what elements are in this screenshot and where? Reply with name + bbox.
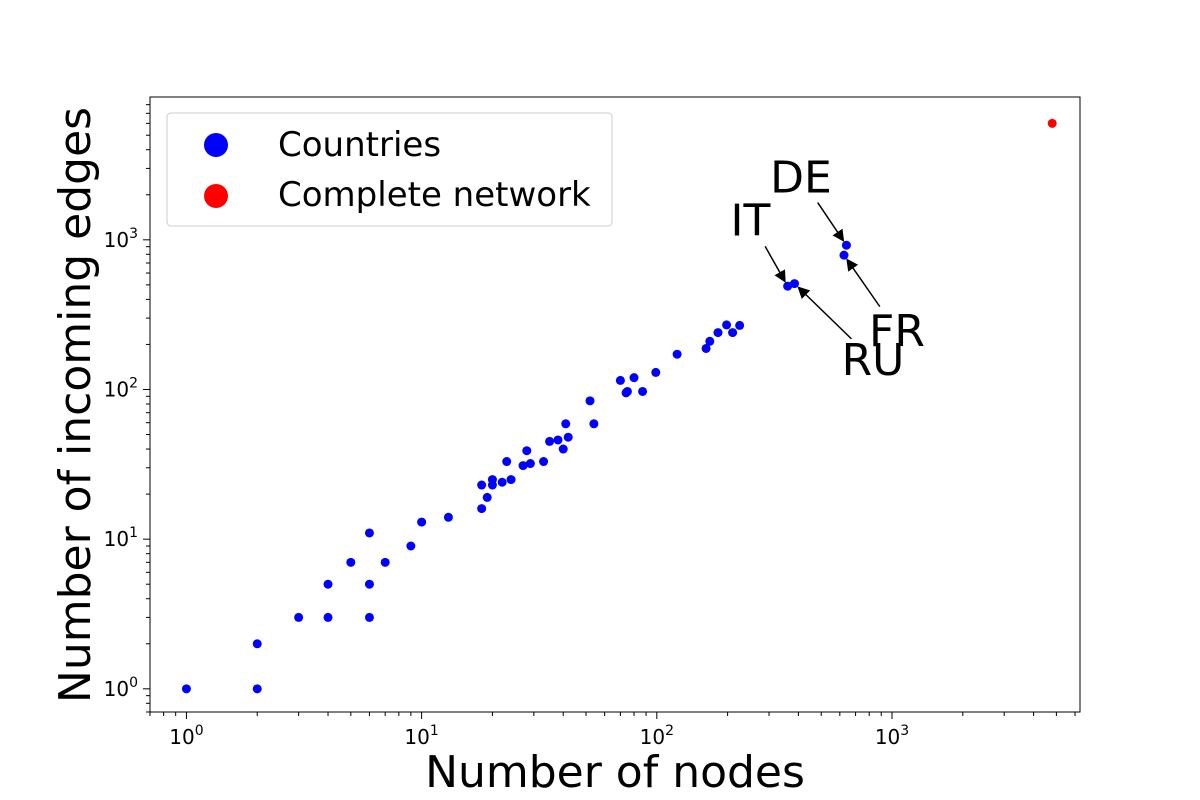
data-point-countries (477, 480, 487, 490)
data-point-countries (622, 386, 632, 396)
annotation-arrow-fr (846, 258, 881, 308)
legend: Countries Complete network (166, 112, 613, 227)
data-point-countries (294, 612, 304, 622)
x-tick-label: 103 (875, 723, 909, 749)
annotation-arrow-ru (797, 286, 852, 340)
data-point-countries (252, 639, 262, 649)
data-point-countries (841, 240, 851, 250)
annotation-arrow-it (764, 246, 786, 283)
y-tick-label: 102 (104, 375, 138, 401)
data-point-countries (364, 579, 374, 589)
y-axis-title: Number of incoming edges (50, 107, 101, 703)
data-point-countries (545, 436, 555, 446)
data-point-countries (323, 579, 333, 589)
y-tick-label: 101 (104, 525, 138, 551)
data-point-complete-network (1047, 118, 1057, 128)
y-tick-label: 100 (104, 675, 138, 701)
axis-ticks: 100 101 102 103 100 101 102 103 (104, 104, 1076, 749)
data-point-countries (790, 279, 800, 289)
y-tick-label: 103 (104, 226, 138, 252)
data-point-countries (672, 349, 682, 359)
data-point-countries (522, 446, 532, 456)
data-point-countries (443, 512, 453, 522)
data-point-countries (252, 684, 262, 694)
data-points (181, 118, 1057, 694)
x-axis-title: Number of nodes (425, 747, 805, 798)
x-tick-label: 102 (640, 723, 674, 749)
annotation-arrow-de (817, 202, 845, 242)
legend-marker-complete-network (204, 184, 228, 208)
data-point-countries (417, 517, 427, 527)
data-point-countries (487, 475, 497, 485)
data-point-countries (323, 612, 333, 622)
annotation-label-fr: FR (869, 306, 925, 357)
annotation-label-ru: RU (842, 335, 905, 386)
legend-box (166, 112, 613, 227)
data-point-countries (380, 557, 390, 567)
plot-area-frame (149, 96, 1081, 713)
annotation-label-de: DE (770, 153, 832, 204)
data-point-countries (558, 444, 568, 454)
data-point-countries (783, 281, 793, 291)
data-point-countries (406, 541, 416, 551)
data-point-countries (713, 328, 723, 338)
data-point-countries (525, 459, 535, 469)
data-point-countries (518, 461, 528, 471)
data-point-countries (629, 373, 639, 383)
x-tick-label: 100 (169, 723, 203, 749)
data-point-countries (553, 435, 563, 445)
data-point-countries (482, 492, 492, 502)
data-point-countries (364, 528, 374, 538)
data-point-countries (735, 320, 745, 330)
data-point-countries (506, 475, 516, 485)
data-point-countries (497, 477, 507, 487)
legend-label-countries: Countries (278, 125, 441, 165)
data-point-countries (722, 320, 732, 330)
data-point-countries (364, 612, 374, 622)
data-point-countries (563, 432, 573, 442)
data-point-countries (638, 386, 648, 396)
data-point-countries (839, 250, 849, 260)
data-point-countries (502, 457, 512, 467)
x-tick-label: 101 (404, 723, 438, 749)
data-point-countries (561, 419, 571, 429)
data-point-countries (589, 419, 599, 429)
data-point-countries (705, 336, 715, 346)
legend-label-complete-network: Complete network (278, 175, 591, 215)
data-point-countries (181, 684, 191, 694)
data-point-countries (728, 328, 738, 338)
data-point-countries (585, 396, 595, 406)
data-point-countries (701, 343, 711, 353)
legend-marker-countries (204, 133, 228, 157)
data-point-countries (477, 504, 487, 514)
data-point-countries (346, 557, 356, 567)
data-point-countries (615, 375, 625, 385)
annotation-label-it: IT (730, 195, 770, 246)
data-point-countries (651, 367, 661, 377)
data-point-countries (539, 457, 549, 467)
